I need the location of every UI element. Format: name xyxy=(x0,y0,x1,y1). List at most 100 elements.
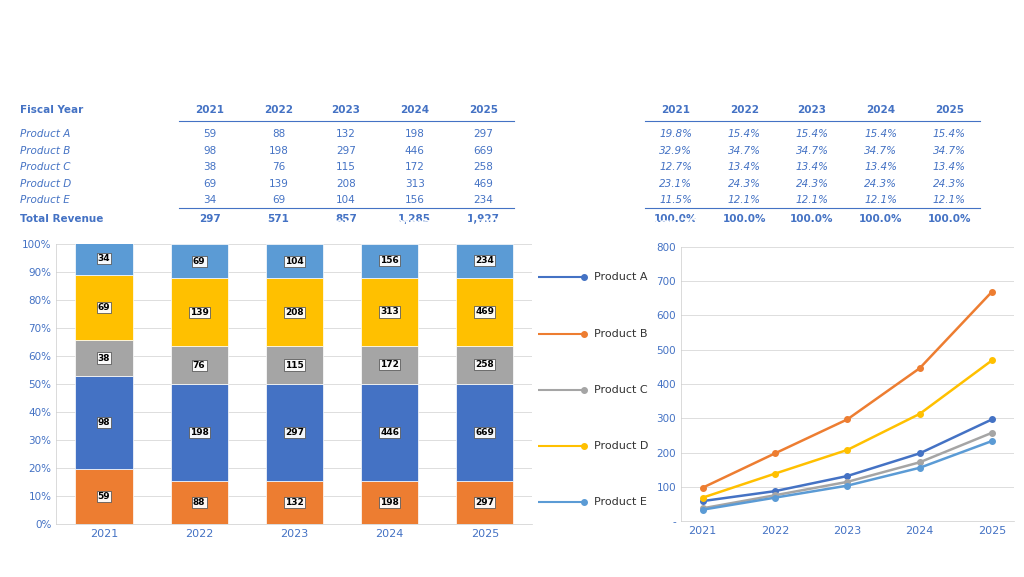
Text: 2025: 2025 xyxy=(469,104,498,115)
Text: 297: 297 xyxy=(199,214,221,224)
Text: 2023: 2023 xyxy=(332,104,360,115)
Text: 100.0%: 100.0% xyxy=(791,214,834,224)
Text: 156: 156 xyxy=(404,195,425,205)
Text: 1,285: 1,285 xyxy=(398,214,431,224)
Text: 69: 69 xyxy=(204,179,216,189)
Text: 571: 571 xyxy=(267,214,290,224)
Text: 34.7%: 34.7% xyxy=(728,146,761,156)
Bar xyxy=(266,481,323,524)
Text: Revenue Summary ($'000) - 5 Years to December 2025: Revenue Summary ($'000) - 5 Years to Dec… xyxy=(307,218,717,230)
Text: 156: 156 xyxy=(380,256,399,265)
Text: 12.1%: 12.1% xyxy=(728,195,761,205)
Text: 258: 258 xyxy=(473,162,494,172)
Bar xyxy=(76,469,132,524)
Text: Product C: Product C xyxy=(594,385,647,395)
Text: 100.0%: 100.0% xyxy=(859,214,902,224)
Bar xyxy=(266,346,323,384)
Text: 2022: 2022 xyxy=(264,104,293,115)
Text: Product A: Product A xyxy=(594,272,647,282)
Text: 69: 69 xyxy=(272,195,285,205)
Text: 198: 198 xyxy=(189,428,209,437)
Text: 13.4%: 13.4% xyxy=(728,162,761,172)
Text: 69: 69 xyxy=(97,303,111,312)
Text: 2024: 2024 xyxy=(400,104,429,115)
Text: 469: 469 xyxy=(473,179,494,189)
Text: 208: 208 xyxy=(336,179,356,189)
Text: 172: 172 xyxy=(404,162,425,172)
Bar xyxy=(361,243,418,278)
Text: 2023: 2023 xyxy=(798,104,826,115)
Bar xyxy=(457,346,513,384)
Text: 2021: 2021 xyxy=(662,104,690,115)
Text: 69: 69 xyxy=(193,257,206,265)
Text: 34.7%: 34.7% xyxy=(864,146,897,156)
Text: 115: 115 xyxy=(285,361,304,369)
Text: Product A: Product A xyxy=(20,129,71,138)
Text: 15.4%: 15.4% xyxy=(864,129,897,138)
Text: 115: 115 xyxy=(336,162,356,172)
Text: 469: 469 xyxy=(475,308,495,316)
Text: 2022: 2022 xyxy=(730,104,759,115)
Bar xyxy=(266,244,323,278)
Text: 24.3%: 24.3% xyxy=(796,179,828,189)
Text: Product D: Product D xyxy=(20,179,72,189)
Text: 104: 104 xyxy=(285,257,304,265)
Text: 1,927: 1,927 xyxy=(467,214,500,224)
Text: 76: 76 xyxy=(193,361,206,370)
Text: 297: 297 xyxy=(473,129,494,138)
Text: 104: 104 xyxy=(336,195,356,205)
Text: Revenue Summary ($'000) - 5 Years to December 2025: Revenue Summary ($'000) - 5 Years to Dec… xyxy=(307,76,717,88)
Bar xyxy=(457,243,513,278)
Text: 297: 297 xyxy=(475,498,495,507)
Text: Product E: Product E xyxy=(20,195,71,205)
Text: 258: 258 xyxy=(475,361,495,369)
Text: 11.5%: 11.5% xyxy=(659,195,692,205)
Bar xyxy=(361,278,418,346)
Text: 132: 132 xyxy=(285,498,304,507)
Bar xyxy=(457,481,513,524)
Text: 139: 139 xyxy=(268,179,289,189)
Text: 76: 76 xyxy=(272,162,285,172)
Bar xyxy=(457,384,513,481)
Bar xyxy=(171,278,227,346)
Text: 23.1%: 23.1% xyxy=(659,179,692,189)
Bar xyxy=(171,346,227,384)
Text: Product B: Product B xyxy=(594,328,647,339)
Text: 198: 198 xyxy=(268,146,289,156)
Text: 12.1%: 12.1% xyxy=(933,195,966,205)
Text: Product D: Product D xyxy=(594,441,648,451)
Text: 59: 59 xyxy=(204,129,216,138)
Text: 38: 38 xyxy=(97,354,111,362)
Bar xyxy=(76,340,132,376)
Text: 12.1%: 12.1% xyxy=(796,195,828,205)
Text: 446: 446 xyxy=(380,428,399,437)
Text: 12.7%: 12.7% xyxy=(659,162,692,172)
Text: 313: 313 xyxy=(404,179,425,189)
Text: 98: 98 xyxy=(204,146,216,156)
Text: 13.4%: 13.4% xyxy=(864,162,897,172)
Text: Total Revenue: Total Revenue xyxy=(20,214,103,224)
Text: 208: 208 xyxy=(285,308,304,317)
Bar xyxy=(266,278,323,346)
Bar xyxy=(361,481,418,524)
Text: 98: 98 xyxy=(97,418,111,427)
Text: 234: 234 xyxy=(473,195,494,205)
Text: 313: 313 xyxy=(380,308,399,316)
Text: 15.4%: 15.4% xyxy=(728,129,761,138)
Text: 24.3%: 24.3% xyxy=(864,179,897,189)
Bar xyxy=(76,376,132,469)
Text: 172: 172 xyxy=(380,361,399,369)
Text: 32.9%: 32.9% xyxy=(659,146,692,156)
Bar xyxy=(361,346,418,384)
Text: 297: 297 xyxy=(285,428,304,437)
Text: Product B: Product B xyxy=(20,146,71,156)
Text: Product C: Product C xyxy=(20,162,71,172)
Bar xyxy=(76,243,132,275)
Text: 15.4%: 15.4% xyxy=(933,129,966,138)
Text: 19.8%: 19.8% xyxy=(659,129,692,138)
Text: 669: 669 xyxy=(473,146,494,156)
Bar xyxy=(457,278,513,346)
Text: 132: 132 xyxy=(336,129,356,138)
Text: 234: 234 xyxy=(475,256,495,265)
Text: 198: 198 xyxy=(380,498,399,507)
